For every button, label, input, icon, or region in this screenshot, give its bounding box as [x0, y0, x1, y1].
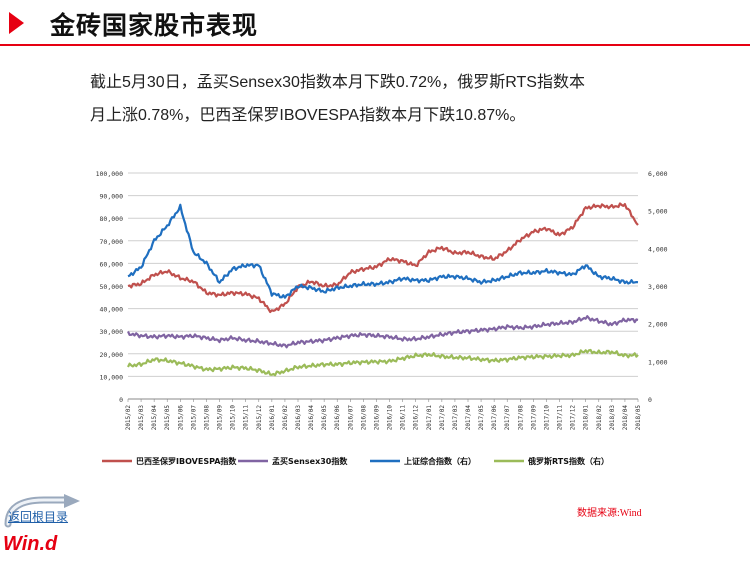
x-tick-label: 2018/01: [583, 405, 590, 431]
left-tick-label: 80,000: [100, 215, 124, 223]
x-tick-label: 2015/05: [164, 405, 171, 431]
x-tick-label: 2015/07: [190, 405, 197, 431]
left-tick-label: 20,000: [100, 351, 124, 359]
right-tick-label: 2,000: [648, 321, 668, 329]
summary-line-2: 月上涨0.78%，巴西圣保罗IBOVESPA指数本月下跌10.87%。: [90, 107, 526, 124]
x-tick-label: 2018/03: [609, 405, 616, 431]
left-tick-label: 10,000: [100, 373, 124, 381]
x-tick-label: 2017/12: [570, 405, 577, 431]
series-line: [126, 315, 639, 349]
legend: 巴西圣保罗IBOVESPA指数 孟买Sensex30指数 上证综合指数（右） 俄罗斯R…: [102, 456, 609, 466]
x-tick-label: 2015/12: [256, 405, 263, 431]
x-tick-label: 2017/05: [478, 405, 485, 431]
series-line: [127, 203, 639, 299]
legend-label: 孟买Sensex30指数: [272, 456, 348, 466]
x-tick-label: 2016/01: [269, 405, 276, 431]
x-tick-label: 2017/08: [517, 405, 524, 431]
x-tick-label: 2015/11: [243, 405, 250, 431]
x-tick-label: 2016/11: [400, 405, 407, 431]
x-tick-label: 2015/09: [217, 405, 224, 431]
x-tick-label: 2016/03: [295, 405, 302, 431]
x-axis-ticks: 2015/02 2015/03 2015/04 2015/05 2015/06 2015/…: [125, 399, 642, 430]
series-line: [127, 348, 639, 377]
right-tick-label: 5,000: [648, 208, 668, 216]
x-tick-label: 2018/05: [635, 405, 642, 431]
left-tick-label: 0: [119, 396, 123, 404]
title-divider: [0, 44, 750, 46]
left-tick-label: 90,000: [100, 193, 124, 201]
left-axis-ticks: 0 10,000 20,000 30,000 40,000 50,000 60,000 70,…: [96, 170, 123, 404]
curved-arrow-icon[interactable]: [4, 494, 88, 528]
x-tick-label: 2015/06: [177, 405, 184, 431]
right-tick-label: 6,000: [648, 170, 668, 178]
x-tick-label: 2015/03: [138, 405, 145, 431]
x-tick-label: 2016/02: [282, 405, 289, 431]
x-tick-label: 2017/04: [465, 405, 472, 431]
right-axis-ticks: 0 1,000 2,000 3,000 4,000 5,000 6,000: [648, 170, 668, 404]
x-tick-label: 2015/10: [230, 405, 237, 431]
x-tick-label: 2015/02: [125, 405, 132, 431]
x-tick-label: 2017/09: [530, 405, 537, 431]
x-tick-label: 2015/04: [151, 405, 158, 431]
left-tick-label: 40,000: [100, 306, 124, 314]
page-title: 金砖国家股市表现: [50, 12, 259, 40]
right-tick-label: 0: [648, 396, 652, 404]
x-tick-label: 2018/02: [596, 405, 603, 431]
data-source-note: 数据来源:Wind: [577, 508, 642, 519]
title-arrow-icon: [9, 12, 24, 34]
x-tick-label: 2016/07: [347, 405, 354, 431]
line-chart: 0 10,000 20,000 30,000 40,000 50,000 60,000 70,…: [96, 170, 668, 466]
x-tick-label: 2017/03: [452, 405, 459, 431]
wind-logo: Win.d: [3, 533, 58, 555]
x-tick-label: 2016/10: [387, 405, 394, 431]
left-tick-label: 50,000: [100, 283, 124, 291]
x-tick-label: 2015/08: [203, 405, 210, 431]
right-tick-label: 1,000: [648, 358, 668, 366]
legend-label: 巴西圣保罗IBOVESPA指数: [136, 456, 237, 466]
x-tick-label: 2016/06: [334, 405, 341, 431]
left-tick-label: 30,000: [100, 328, 124, 336]
legend-label: 俄罗斯RTS指数（右）: [527, 456, 609, 466]
x-tick-label: 2017/06: [491, 405, 498, 431]
right-tick-label: 3,000: [648, 283, 668, 291]
x-tick-label: 2017/01: [426, 405, 433, 431]
x-tick-label: 2016/12: [413, 405, 420, 431]
x-tick-label: 2016/05: [321, 405, 328, 431]
x-tick-label: 2017/11: [557, 405, 564, 431]
series-lines: [126, 202, 639, 377]
series-line: [127, 202, 639, 314]
x-tick-label: 2016/04: [308, 405, 315, 431]
left-tick-label: 60,000: [100, 260, 124, 268]
summary-text: 截止5月30日，孟买Sensex30指数本月下跌0.72%，俄罗斯RTS指数本 …: [90, 66, 690, 132]
right-tick-label: 4,000: [648, 245, 668, 253]
x-tick-label: 2017/02: [439, 405, 446, 431]
grid-lines: [128, 172, 638, 400]
left-tick-label: 70,000: [100, 238, 124, 246]
x-tick-label: 2018/04: [622, 405, 629, 431]
summary-line-1: 截止5月30日，孟买Sensex30指数本月下跌0.72%，俄罗斯RTS指数本: [90, 74, 585, 91]
legend-label: 上证综合指数（右）: [404, 456, 476, 466]
left-tick-label: 100,000: [96, 170, 123, 178]
home-link[interactable]: 返回根目录: [8, 510, 69, 524]
x-tick-label: 2016/08: [360, 405, 367, 431]
x-tick-label: 2017/07: [504, 405, 511, 431]
x-tick-label: 2016/09: [373, 405, 380, 431]
x-tick-label: 2017/10: [543, 405, 550, 431]
